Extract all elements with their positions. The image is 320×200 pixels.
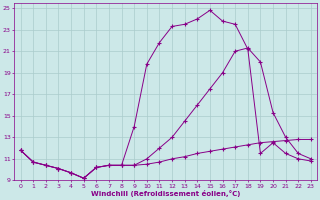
X-axis label: Windchill (Refroidissement éolien,°C): Windchill (Refroidissement éolien,°C) bbox=[91, 190, 240, 197]
